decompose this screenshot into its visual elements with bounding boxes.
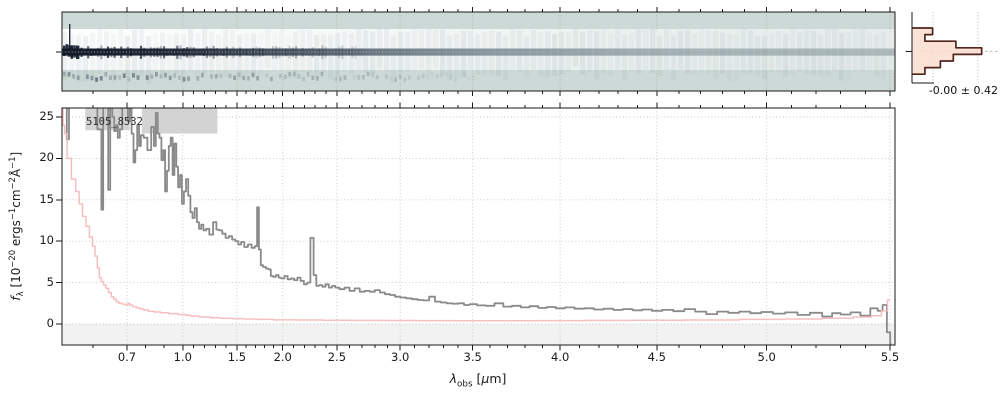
- x-tick-label: 4.0: [550, 350, 570, 364]
- xlabel-lambda: λ: [449, 371, 458, 386]
- x-tick-label: 2.5: [327, 350, 347, 364]
- ylabel-e2: −1: [6, 207, 17, 221]
- xlabel-mu: μ: [481, 371, 490, 386]
- x-axis-label: λobs [μm]: [418, 371, 538, 390]
- y-tick-label: 10: [39, 233, 54, 248]
- x-tick-label: 1.0: [173, 350, 192, 364]
- y-tick-label: 15: [39, 191, 54, 206]
- main-spectrum-panel: [56, 102, 896, 351]
- ylabel-sub-lambda: λ: [15, 291, 26, 297]
- y-tick-label: 0: [46, 316, 54, 330]
- xlabel-bracket2: m]: [489, 371, 507, 386]
- 2d-spectrum-panel: [56, 7, 896, 96]
- spectrum-lines: [62, 108, 892, 345]
- ylabel-f: f: [8, 296, 23, 301]
- x-tick-label: 0.7: [117, 350, 137, 364]
- x-tick-label: 5.0: [757, 350, 776, 364]
- histogram-stat-label: -0.00 ± 0.42: [928, 84, 998, 97]
- xlabel-bracket1: [: [472, 371, 482, 386]
- x-tick-label: 3.5: [463, 350, 482, 364]
- x-tick-label: 2.0: [273, 350, 292, 364]
- y-tick-label: 5: [46, 274, 54, 289]
- xlabel-sub: obs: [457, 379, 473, 390]
- ylabel-p4: Å: [8, 168, 23, 178]
- ylabel-p5: ]: [8, 151, 23, 157]
- x-tick-label: 1.5: [227, 350, 247, 364]
- noise-histogram-panel: [905, 12, 998, 84]
- ylabel-p3: cm: [8, 189, 23, 208]
- x-tick-label: 5.5: [880, 350, 900, 364]
- ylabel-p1: [10: [8, 267, 23, 292]
- ylabel-e4: −1: [6, 156, 17, 169]
- x-tick-label: 4.5: [647, 350, 666, 364]
- ylabel-e1: −20: [6, 249, 17, 268]
- ylabel-e3: −2: [6, 177, 17, 190]
- x-tick-label: 3.0: [391, 350, 410, 364]
- ylabel-p2: ergs: [8, 220, 23, 250]
- y-tick-label: 25: [39, 109, 54, 123]
- y-tick-label: 20: [39, 150, 54, 165]
- object-id-label: 5105_8532: [86, 116, 143, 128]
